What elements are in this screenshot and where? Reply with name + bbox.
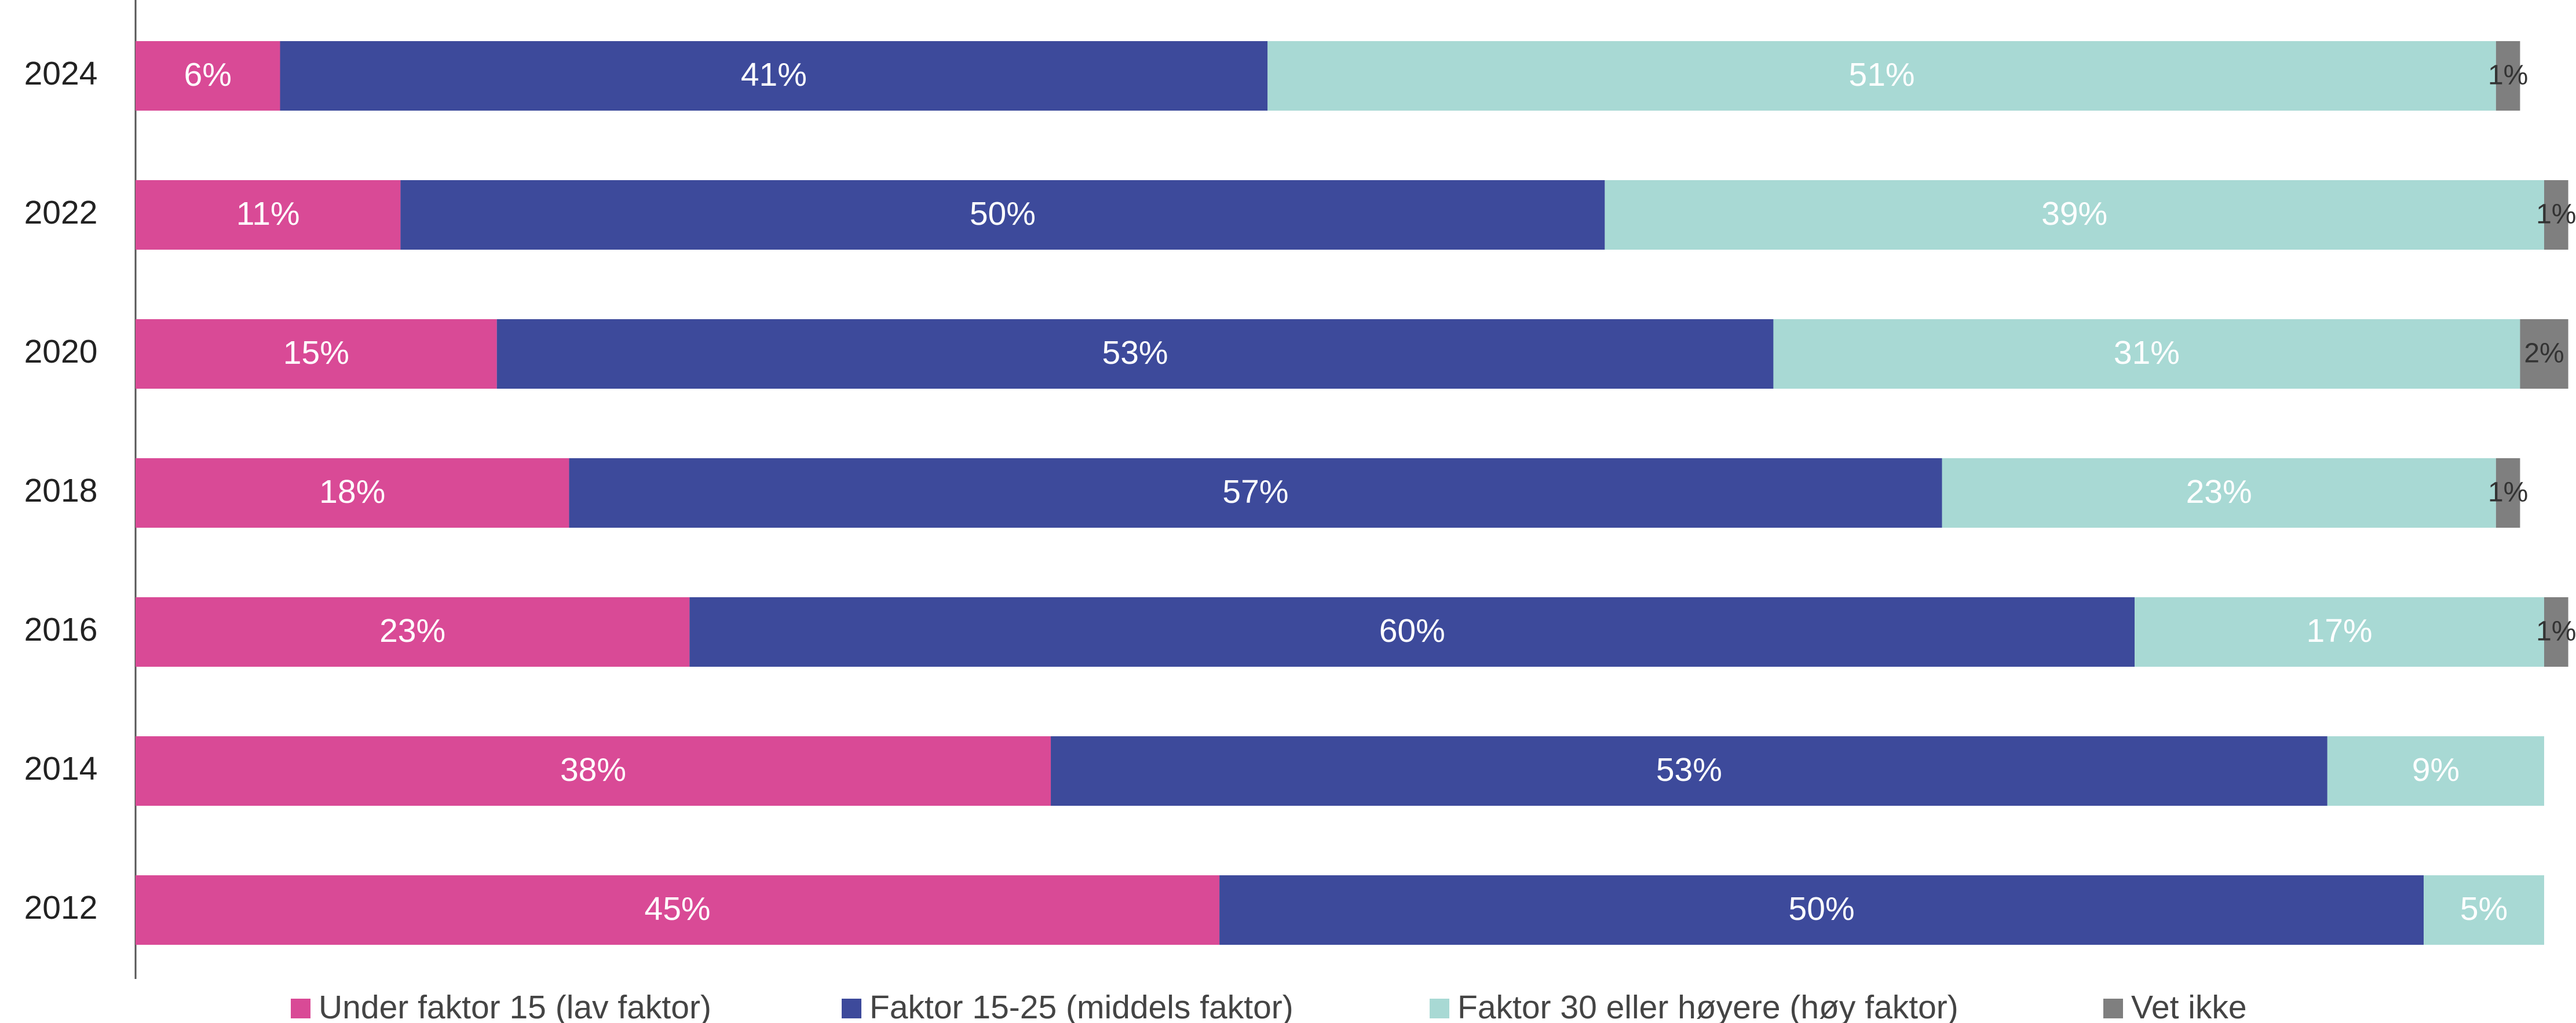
bar-segment: [136, 736, 1051, 806]
bar-segment: [1219, 875, 2424, 945]
data-label: 50%: [970, 195, 1036, 232]
data-label: 9%: [2412, 751, 2460, 788]
legend-swatch: [842, 999, 861, 1018]
legend-label: Under faktor 15 (lav faktor): [319, 989, 711, 1023]
bar-segment: [2495, 458, 2520, 528]
data-label: 38%: [560, 751, 626, 788]
bar-segment: [280, 41, 1268, 111]
bar-segment: [1605, 180, 2544, 250]
bar-segment: [1773, 319, 2520, 389]
bar-segment: [136, 41, 280, 111]
data-label: 53%: [1656, 751, 1722, 788]
bar-segment: [136, 180, 401, 250]
data-label: 5%: [2460, 890, 2508, 927]
y-tick-label: 2018: [24, 472, 98, 509]
data-label: 17%: [2307, 612, 2373, 649]
bar-segment: [2135, 597, 2544, 667]
legend-label: Faktor 30 eller høyere (høy faktor): [1457, 989, 1959, 1023]
data-label: 23%: [2186, 473, 2252, 510]
y-tick-label: 2012: [24, 889, 98, 926]
bar-segment: [2544, 597, 2568, 667]
bar-segment: [1267, 41, 2496, 111]
bar-segment: [2495, 41, 2520, 111]
y-tick-label: 2024: [24, 55, 98, 92]
legend-swatch: [1430, 999, 1449, 1018]
bar-segment: [2424, 875, 2544, 945]
data-label: 15%: [283, 334, 349, 371]
y-tick-label: 2014: [24, 750, 98, 787]
data-label: 18%: [319, 473, 385, 510]
y-tick-label: 2022: [24, 194, 98, 231]
y-tick-label: 2020: [24, 333, 98, 370]
bar-segment: [136, 875, 1220, 945]
bar-segment: [2544, 180, 2568, 250]
data-label: 60%: [1379, 612, 1445, 649]
bar-segment: [136, 319, 497, 389]
data-label: 23%: [379, 612, 445, 649]
legend-swatch: [2103, 999, 2123, 1018]
data-label: 51%: [1849, 56, 1915, 93]
bar-segment: [689, 597, 2135, 667]
legend-swatch: [291, 999, 310, 1018]
bar-segment: [2327, 736, 2544, 806]
data-label: 50%: [1789, 890, 1855, 927]
y-tick-label: 2016: [24, 611, 98, 648]
data-label: 39%: [2041, 195, 2107, 232]
data-label: 2%: [2524, 338, 2564, 369]
legend-label: Faktor 15-25 (middels faktor): [869, 989, 1294, 1023]
bar-segment: [400, 180, 1605, 250]
data-label: 11%: [236, 195, 300, 232]
bar-segment: [1942, 458, 2496, 528]
bar-segment: [136, 597, 690, 667]
data-label: 1%: [2536, 199, 2576, 230]
data-label: 57%: [1222, 473, 1288, 510]
data-label: 1%: [2488, 477, 2528, 508]
data-label: 45%: [645, 890, 711, 927]
data-label: 1%: [2488, 60, 2528, 91]
data-label: 41%: [741, 56, 807, 93]
data-label: 1%: [2536, 616, 2576, 647]
bar-segment: [1051, 736, 2327, 806]
legend-label: Vet ikke: [2131, 989, 2247, 1023]
data-label: 31%: [2114, 334, 2180, 371]
data-label: 53%: [1102, 334, 1168, 371]
bar-segment: [496, 319, 1774, 389]
bar-segment: [569, 458, 1942, 528]
bar-segment: [2520, 319, 2568, 389]
bar-segment: [136, 458, 569, 528]
data-label: 6%: [184, 56, 232, 93]
